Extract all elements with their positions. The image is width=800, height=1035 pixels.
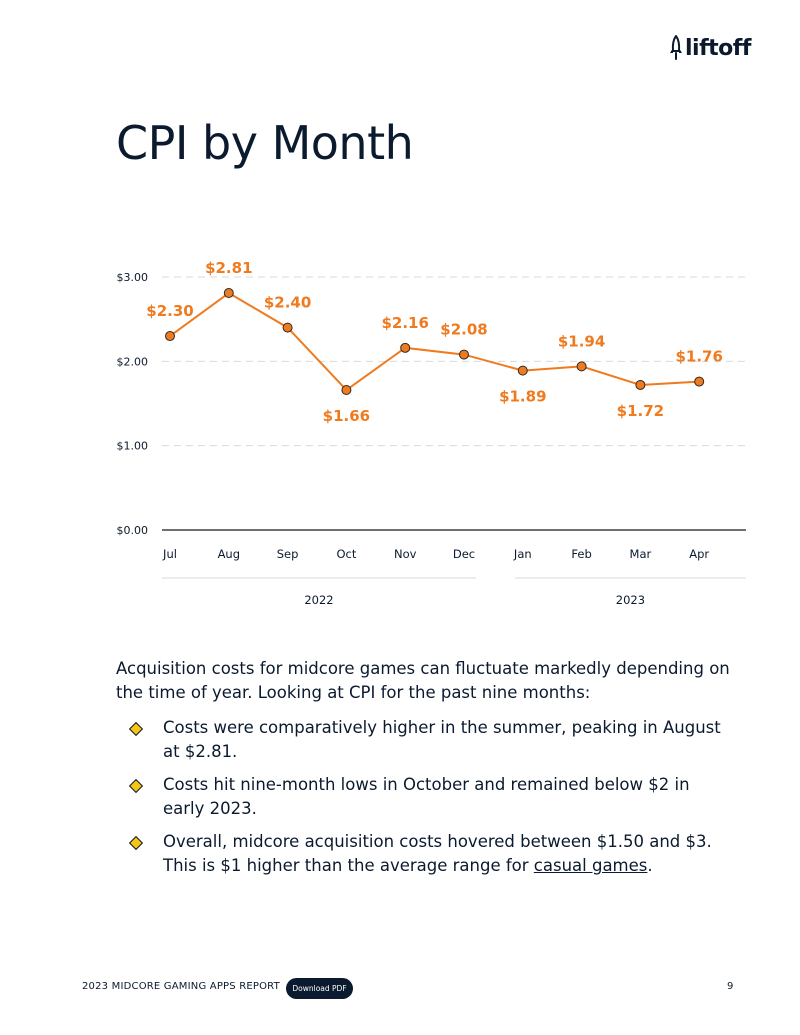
data-point: [282, 322, 293, 333]
data-label: $2.81: [205, 259, 252, 277]
bullet-item: Costs were comparatively higher in the s…: [116, 716, 736, 764]
bullet-text: Overall, midcore acquisition costs hover…: [163, 832, 712, 875]
y-tick-label: $2.00: [117, 355, 149, 368]
data-point: [341, 385, 352, 396]
download-pdf-button[interactable]: Download PDF: [286, 978, 353, 999]
bullet-item: Overall, midcore acquisition costs hover…: [116, 830, 736, 878]
report-title: 2023 MIDCORE GAMING APPS REPORT: [82, 981, 280, 992]
bullet-item: Costs hit nine-month lows in October and…: [116, 773, 736, 821]
data-point: [517, 365, 528, 376]
bullet-text-end: .: [647, 856, 653, 875]
intro-paragraph: Acquisition costs for midcore games can …: [116, 659, 730, 702]
bullet-list: Costs were comparatively higher in the s…: [116, 716, 736, 887]
liftoff-logo: liftoff: [668, 34, 751, 62]
data-point: [694, 376, 705, 387]
y-tick-label: $0.00: [117, 524, 149, 537]
x-tick-label: Aug: [218, 547, 240, 561]
casual-games-link[interactable]: casual games: [533, 856, 648, 875]
year-label: 2022: [304, 593, 333, 607]
data-label: $1.94: [558, 332, 605, 350]
diamond-bullet-icon: [128, 835, 144, 851]
x-tick-label: Nov: [394, 547, 417, 561]
page-number: 9: [727, 981, 734, 992]
data-label: $1.76: [675, 348, 722, 366]
diamond-bullet-icon: [128, 721, 144, 737]
data-label: $2.40: [264, 294, 311, 312]
x-tick-label: Feb: [571, 547, 591, 561]
bullet-text: Costs hit nine-month lows in October and…: [163, 775, 690, 818]
x-tick-label: Jan: [513, 547, 532, 561]
data-label: $2.30: [146, 302, 193, 320]
x-tick-label: Sep: [277, 547, 299, 561]
y-tick-label: $3.00: [117, 271, 149, 284]
data-point: [165, 331, 175, 342]
data-label: $2.08: [440, 321, 487, 339]
cpi-line-chart: $0.00 $1.00 $2.00 $3.00 Jul Aug Sep Oct Nov Dec Ja…: [117, 259, 746, 607]
data-label: $2.16: [381, 314, 428, 332]
x-tick-label: Oct: [336, 547, 356, 561]
data-point: [635, 379, 646, 390]
data-point: [223, 288, 234, 299]
x-tick-label: Apr: [689, 547, 709, 561]
data-point: [400, 342, 411, 353]
data-label: $1.66: [323, 407, 370, 425]
x-tick-label: Mar: [630, 547, 652, 561]
series-line: [169, 291, 700, 392]
data-point: [459, 349, 469, 360]
logo-text: liftoff: [685, 35, 751, 61]
page-title: CPI by Month: [116, 116, 414, 170]
data-label: $1.72: [617, 402, 664, 420]
bullet-text: Costs were comparatively higher in the s…: [163, 718, 721, 761]
x-tick-label: Dec: [453, 547, 475, 561]
data-point: [576, 361, 587, 372]
diamond-bullet-icon: [128, 778, 144, 794]
x-tick-label: Jul: [162, 547, 177, 561]
y-tick-label: $1.00: [117, 440, 149, 453]
rocket-icon: [670, 35, 682, 60]
year-label: 2023: [616, 593, 645, 607]
data-label: $1.89: [499, 388, 546, 406]
